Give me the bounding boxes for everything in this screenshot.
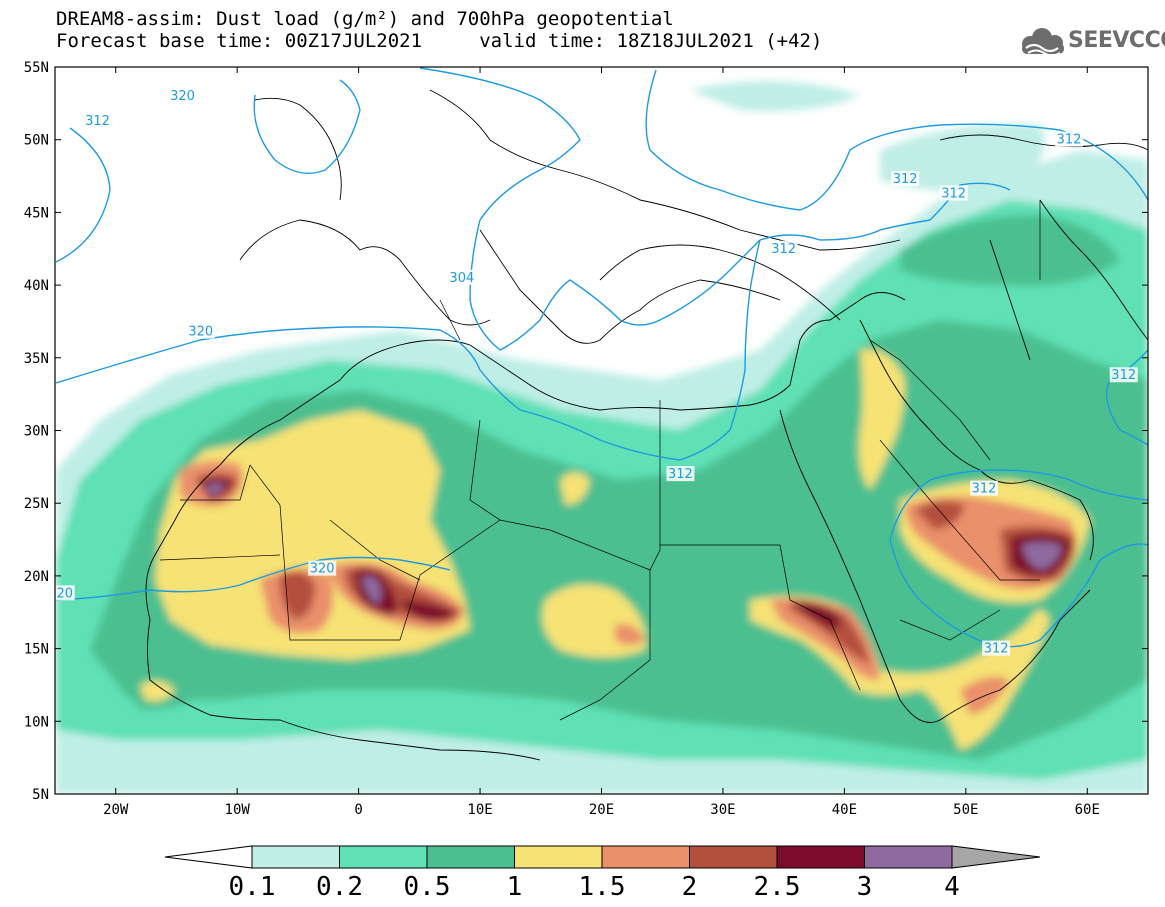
lat-tick-label: 5N [32,787,49,803]
colorbar-label: 0.1 [229,872,276,902]
contour-label-bg [168,88,197,104]
lon-tick-label: 0 [354,802,362,818]
lon-tick-label: 30E [710,802,735,818]
contour-label: 312 [984,642,1009,657]
colorbar-swatch [601,845,690,869]
colorbar-swatch [426,845,515,869]
lat-tick-label: 15N [24,642,49,658]
lat-tick-label: 50N [24,133,49,149]
contour-label: 320 [170,89,195,104]
contour-label: 20 [56,586,73,601]
contour-label-bg [982,640,1011,656]
contour-label-bg [769,240,798,256]
contour-label-bg [55,585,75,601]
colorbar: 0.1 0.2 0.5 1 1.5 2 2.5 3 4 [164,845,1041,902]
contour-label: 312 [668,467,693,482]
colorbar-label: 1.5 [579,872,626,902]
lon-tick-label: 20W [103,802,129,818]
coastlines [145,89,1148,761]
colorbar-label: 2 [682,872,698,902]
colorbar-label: 4 [944,872,960,902]
lon-tick-label: 50E [953,802,978,818]
latitude-axis: 55N 50N 45N 40N 35N 30N 25N 20N 15N 10N 5N [24,60,1148,803]
lon-tick-label: 10W [225,802,251,818]
geopotential-contours [55,67,1148,648]
longitude-axis: 20W 10W 0 10E 20E 30E 40E 50E 60E [103,67,1100,818]
contour-label-bg [186,323,215,339]
lat-tick-label: 40N [24,278,49,294]
colorbar-label: 1 [507,872,523,902]
lat-tick-label: 20N [24,569,49,585]
lat-tick-label: 45N [24,205,49,221]
map-title: DREAM8-assim: Dust load (g/m²) and 700hP… [56,8,674,30]
colorbar-over-triangle [951,845,1041,869]
borders [159,200,1041,721]
colorbar-label: 0.5 [404,872,451,902]
contour-label: 320 [310,562,335,577]
colorbar-swatch [514,845,603,869]
lat-tick-label: 55N [24,60,49,76]
contour-label-bg [1109,367,1138,383]
contour-label: 312 [893,172,918,187]
contour-label-bg [83,112,112,128]
logo-text: SEEVCCC [1068,28,1165,53]
contour-label-bg [891,170,920,186]
colorbar-label: 0.2 [316,872,363,902]
contour-label: 312 [1057,133,1082,148]
colorbar-swatch [251,845,340,869]
forecast-time-info: Forecast base time: 00Z17JUL2021 valid t… [56,30,823,52]
colorbar-label: 3 [857,872,873,902]
contour-label-bg [970,480,999,496]
contour-label-bg [666,466,695,482]
lon-tick-label: 10E [467,802,492,818]
colorbar-label: 2.5 [754,872,801,902]
contour-label: 320 [188,325,213,340]
lon-tick-label: 40E [832,802,857,818]
colorbar-swatch [864,845,953,869]
contour-label: 304 [449,271,474,286]
dust-field: 312 320 312 312 312 312 304 320 312 312 312 320 20 31… [55,67,1148,794]
colorbar-swatch [339,845,428,869]
contour-label: 312 [941,186,966,201]
contour-label: 312 [771,242,796,257]
lat-tick-label: 10N [24,714,49,730]
contour-label-bg [308,560,337,576]
contour-label: 312 [85,114,110,129]
colorbar-swatch [776,845,865,869]
colorbar-under-triangle [164,845,253,869]
contour-label-bg [1055,131,1084,147]
lat-tick-label: 35N [24,351,49,367]
lon-tick-label: 20E [589,802,614,818]
colorbar-swatch [689,845,778,869]
lat-tick-label: 25N [24,496,49,512]
lat-tick-label: 30N [24,424,49,440]
contour-label-bg [447,269,476,285]
contour-label: 312 [972,482,997,497]
cloud-logo-icon [1022,28,1064,57]
contour-label-bg [939,185,968,201]
lon-tick-label: 60E [1075,802,1100,818]
contour-labels: 312 320 312 312 312 312 304 320 312 312 312 320 20 31… [55,88,1138,657]
contour-label: 312 [1111,368,1136,383]
